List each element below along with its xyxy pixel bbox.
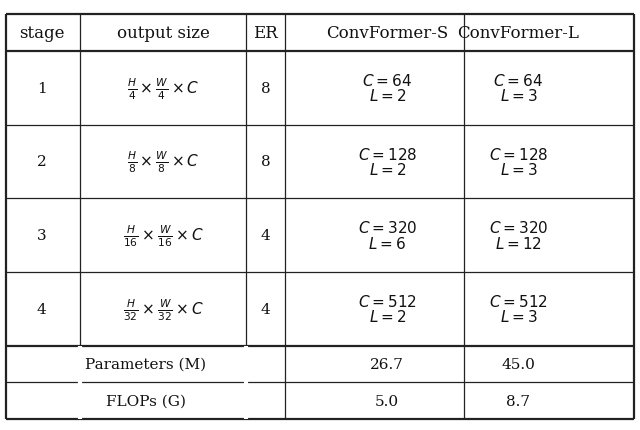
Text: $C = 512$: $C = 512$ — [489, 293, 548, 309]
Text: $L = 3$: $L = 3$ — [500, 309, 537, 325]
Text: 8: 8 — [260, 82, 271, 95]
Text: $L = 12$: $L = 12$ — [495, 235, 542, 251]
Text: $L = 2$: $L = 2$ — [369, 309, 406, 325]
Text: $\frac{H}{32} \times \frac{W}{32} \times C$: $\frac{H}{32} \times \frac{W}{32} \times… — [123, 296, 204, 322]
Text: ER: ER — [253, 25, 278, 42]
Text: $C = 320$: $C = 320$ — [489, 220, 548, 236]
Text: 4: 4 — [260, 302, 271, 316]
Text: Parameters (M): Parameters (M) — [85, 357, 206, 371]
Text: $C = 64$: $C = 64$ — [493, 73, 543, 89]
Text: ConvFormer-L: ConvFormer-L — [458, 25, 579, 42]
Text: $\frac{H}{16} \times \frac{W}{16} \times C$: $\frac{H}{16} \times \frac{W}{16} \times… — [123, 223, 204, 248]
Text: $\frac{H}{8} \times \frac{W}{8} \times C$: $\frac{H}{8} \times \frac{W}{8} \times C… — [127, 149, 200, 175]
Text: $L = 2$: $L = 2$ — [369, 88, 406, 104]
Text: $C = 512$: $C = 512$ — [358, 293, 417, 309]
Text: 26.7: 26.7 — [371, 357, 404, 371]
Text: 8.7: 8.7 — [506, 394, 531, 408]
Text: ConvFormer-S: ConvFormer-S — [326, 25, 449, 42]
Text: $L = 2$: $L = 2$ — [369, 162, 406, 178]
Text: 1: 1 — [36, 82, 47, 95]
Text: output size: output size — [116, 25, 210, 42]
Text: 45.0: 45.0 — [502, 357, 535, 371]
Text: $C = 128$: $C = 128$ — [489, 146, 548, 163]
Text: $C = 320$: $C = 320$ — [358, 220, 417, 236]
Text: stage: stage — [19, 25, 65, 42]
Text: $L = 3$: $L = 3$ — [500, 88, 537, 104]
Text: 4: 4 — [260, 228, 271, 243]
Text: 5.0: 5.0 — [375, 394, 399, 408]
Text: 8: 8 — [260, 155, 271, 169]
Text: FLOPs (G): FLOPs (G) — [106, 394, 186, 408]
Text: 2: 2 — [36, 155, 47, 169]
Text: $C = 128$: $C = 128$ — [358, 146, 417, 163]
Text: $L = 6$: $L = 6$ — [368, 235, 406, 251]
Text: $L = 3$: $L = 3$ — [500, 162, 537, 178]
Text: 3: 3 — [36, 228, 47, 243]
Text: $C = 64$: $C = 64$ — [362, 73, 412, 89]
Text: 4: 4 — [36, 302, 47, 316]
Text: $\frac{H}{4} \times \frac{W}{4} \times C$: $\frac{H}{4} \times \frac{W}{4} \times C… — [127, 76, 200, 101]
